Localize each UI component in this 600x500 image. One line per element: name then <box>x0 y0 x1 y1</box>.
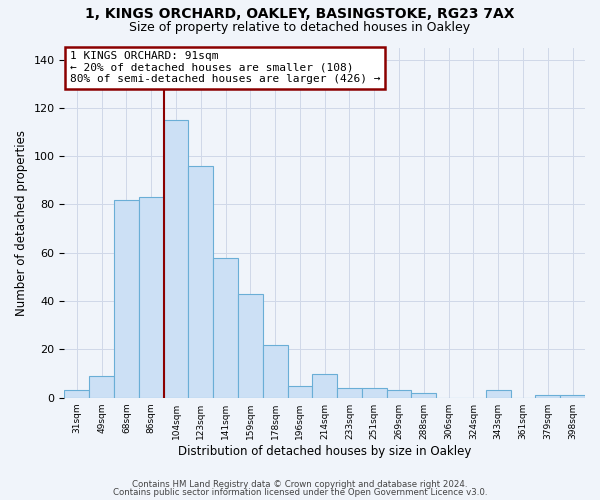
Bar <box>535 396 560 398</box>
Bar <box>386 390 412 398</box>
Bar <box>263 344 287 398</box>
Bar <box>89 376 114 398</box>
Text: Size of property relative to detached houses in Oakley: Size of property relative to detached ho… <box>130 21 470 34</box>
Bar <box>164 120 188 398</box>
Text: Contains HM Land Registry data © Crown copyright and database right 2024.: Contains HM Land Registry data © Crown c… <box>132 480 468 489</box>
Bar <box>139 197 164 398</box>
Text: 1, KINGS ORCHARD, OAKLEY, BASINGSTOKE, RG23 7AX: 1, KINGS ORCHARD, OAKLEY, BASINGSTOKE, R… <box>85 8 515 22</box>
Text: 1 KINGS ORCHARD: 91sqm
← 20% of detached houses are smaller (108)
80% of semi-de: 1 KINGS ORCHARD: 91sqm ← 20% of detached… <box>70 51 380 84</box>
Bar <box>486 390 511 398</box>
Bar <box>560 396 585 398</box>
Bar <box>362 388 386 398</box>
Bar <box>188 166 213 398</box>
X-axis label: Distribution of detached houses by size in Oakley: Distribution of detached houses by size … <box>178 444 472 458</box>
Bar <box>313 374 337 398</box>
Bar <box>287 386 313 398</box>
Bar <box>412 393 436 398</box>
Bar <box>238 294 263 398</box>
Bar <box>337 388 362 398</box>
Bar <box>64 390 89 398</box>
Y-axis label: Number of detached properties: Number of detached properties <box>15 130 28 316</box>
Bar <box>213 258 238 398</box>
Text: Contains public sector information licensed under the Open Government Licence v3: Contains public sector information licen… <box>113 488 487 497</box>
Bar <box>114 200 139 398</box>
